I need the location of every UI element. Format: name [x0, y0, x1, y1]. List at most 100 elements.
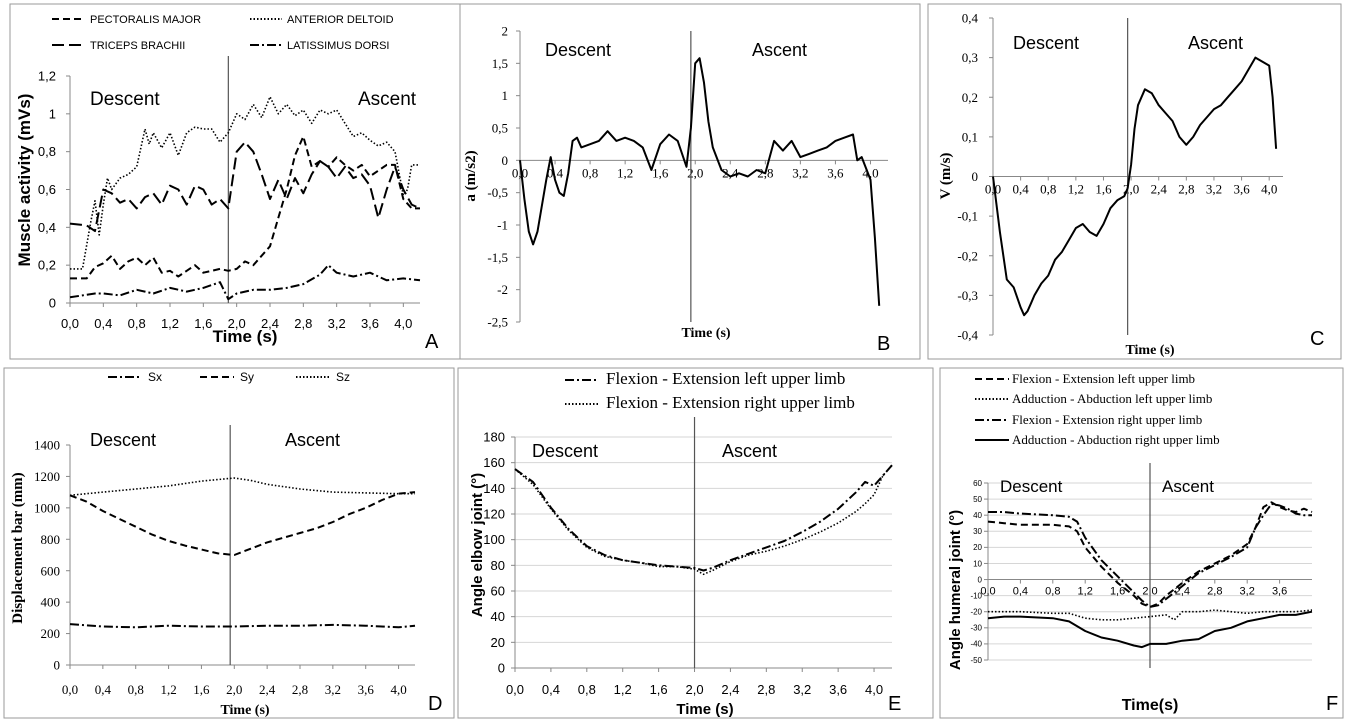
y-tick-label: 1200: [34, 469, 60, 484]
x-tick-label: 4,0: [394, 316, 412, 331]
legend-label: Flexion - Extension left upper limb: [1012, 371, 1195, 386]
x-tick-label: 1,2: [1068, 182, 1084, 197]
legend-label: PECTORALIS MAJOR: [90, 14, 201, 26]
phase-label-descent: Descent: [545, 40, 611, 60]
x-tick-label: 0,4: [95, 682, 112, 697]
panel-A: 0 0,2 0,4 0,6 0,8 1 1,2 0,0 0,4 0,8 1,2 1,6 2,0 2,4 2,…: [9, 3, 461, 360]
y-tick-label: 2: [502, 24, 509, 39]
phase-label-descent: Descent: [90, 430, 156, 450]
legend-label: Adduction - Abduction right upper limb: [1012, 432, 1220, 447]
panel-frame: [927, 3, 1342, 360]
x-tick-label: 0,0: [62, 682, 78, 697]
y-tick-label: -1: [497, 218, 508, 233]
panel-letter: D: [428, 693, 442, 715]
x-tick-label: 1,2: [1078, 586, 1093, 598]
x-tick-label: 3,2: [1206, 182, 1222, 197]
y-tick-label: 120: [483, 507, 505, 522]
y-tick-label: 200: [41, 626, 61, 641]
series-line-1: [519, 57, 881, 306]
x-tick-label: 0,4: [1013, 586, 1028, 598]
x-tick-label: 3,6: [1233, 182, 1250, 197]
x-tick-label: 3,6: [358, 682, 375, 697]
x-tick-label: 1,2: [161, 316, 179, 331]
y-axis-label: a (m/s2): [463, 150, 479, 201]
x-tick-label: 2,8: [1207, 586, 1222, 598]
y-axis-label: Displacement bar (mm): [10, 472, 26, 623]
y-tick-label: 60: [491, 584, 505, 599]
y-tick-label: -50: [970, 656, 982, 665]
phase-label-ascent: Ascent: [1188, 33, 1243, 53]
x-axis-label: Time (s): [220, 703, 269, 718]
y-tick-label: 140: [483, 481, 505, 496]
y-tick-label: -10: [970, 591, 982, 600]
y-tick-label: -40: [970, 640, 982, 649]
y-tick-label: 80: [491, 558, 505, 573]
x-tick-label: 1,6: [1110, 586, 1125, 598]
panel-frame: [939, 367, 1344, 719]
x-tick-label: 3,6: [829, 682, 847, 697]
series-line-3: [69, 477, 415, 497]
y-tick-label: 0: [49, 296, 56, 311]
x-tick-label: 0,8: [128, 682, 144, 697]
legend: Flexion - Extension left upper limb Adduc…: [975, 371, 1220, 447]
x-tick-label: 0,0: [512, 165, 528, 180]
legend-label: Flexion - Extension left upper limb: [606, 369, 845, 388]
legend-label: Sx: [148, 370, 162, 384]
series-line-1: [70, 135, 420, 280]
y-tick-label: -2: [497, 282, 508, 297]
x-tick-label: 2,8: [292, 682, 308, 697]
x-axis-label: Time (s): [1125, 343, 1174, 358]
x-tick-label: 0,4: [542, 682, 560, 697]
series-line-1: [514, 464, 893, 572]
panel-letter: F: [1326, 693, 1338, 715]
series-line-4: [987, 610, 1313, 649]
x-tick-label: 2,0: [685, 682, 703, 697]
y-tick-label: -2,5: [487, 315, 508, 330]
y-tick-label: 0: [54, 658, 61, 673]
y-tick-label: 100: [483, 532, 505, 547]
y-tick-label: -0,2: [957, 248, 978, 263]
panel-B: 2 1,5 1 0,5 0 -0,5 -1 -1,5 -2 -2,5 0,0 0,4 0,8 1,2 1,6…: [459, 3, 921, 360]
y-tick-label: 10: [973, 559, 982, 568]
panel-frame: [9, 3, 461, 360]
y-tick-label: -0,3: [957, 288, 978, 303]
y-axis-label: Angle humeral joint (°): [947, 510, 964, 670]
y-tick-label: 0: [978, 575, 983, 584]
panel-frame: [3, 367, 455, 719]
panel-letter: E: [888, 693, 901, 715]
y-tick-label: 0: [498, 661, 505, 676]
y-tick-label: 0,2: [962, 90, 978, 105]
x-tick-label: 2,4: [261, 316, 279, 331]
y-tick-label: 40: [491, 609, 505, 624]
y-tick-label: 0,1: [962, 129, 978, 144]
x-axis-label: Time (s): [676, 701, 733, 718]
x-tick-label: 2,4: [259, 682, 276, 697]
panel-C: 0,4 0,3 0,2 0,1 0 -0,1 -0,2 -0,3 -0,4 0,0 0,4 0,8 1,…: [927, 3, 1342, 360]
legend: PECTORALIS MAJOR ANTERIOR DELTOID TRICEPS …: [52, 14, 394, 52]
y-tick-label: 600: [41, 563, 61, 578]
legend-label: TRICEPS BRACHII: [90, 40, 185, 52]
panel-letter: C: [1310, 328, 1324, 350]
x-tick-label: 2,0: [687, 165, 703, 180]
y-tick-label: 400: [41, 595, 61, 610]
phase-label-descent: Descent: [90, 89, 160, 110]
y-tick-label: 0,2: [38, 258, 56, 273]
x-tick-label: 0,0: [506, 682, 524, 697]
panel-E: 0 20 40 60 80 100 120 140 160 180 0,0 0,4 0,8 1,2 1,6 2…: [457, 367, 934, 719]
legend-label: Adduction - Abduction left upper limb: [1012, 391, 1212, 406]
x-tick-label: 2,4: [1151, 182, 1168, 197]
x-tick-label: 3,2: [793, 682, 811, 697]
x-tick-label: 3,6: [361, 316, 379, 331]
x-tick-label: 3,2: [325, 682, 341, 697]
series-line-4: [69, 264, 421, 301]
panel-D: 0 200 400 600 800 1000 1200 1400 0,0 0,4 0,8 1,2 1,6…: [3, 367, 455, 719]
y-tick-label: -30: [970, 624, 982, 633]
series-line-1: [69, 623, 416, 629]
x-tick-label: 4,0: [390, 682, 406, 697]
x-tick-label: 1,6: [1095, 182, 1112, 197]
y-tick-label: 20: [491, 635, 505, 650]
y-tick-label: 0: [972, 169, 979, 184]
series-line-3: [69, 141, 421, 233]
legend-label: Flexion - Extension right upper limb: [606, 393, 855, 412]
series-line-1: [992, 56, 1278, 317]
